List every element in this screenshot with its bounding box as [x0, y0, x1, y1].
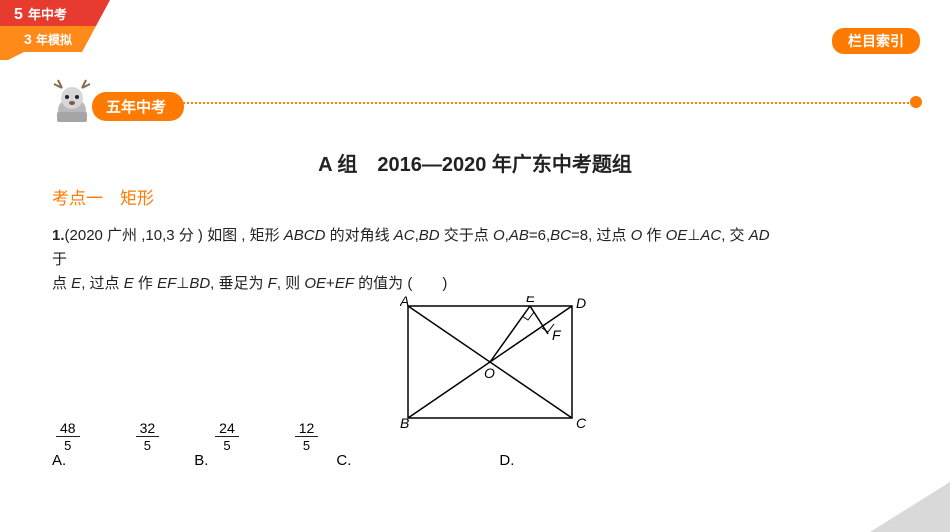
- svg-text:F: F: [552, 327, 562, 343]
- choice-d[interactable]: D.: [499, 452, 514, 469]
- svg-text:A: A: [400, 296, 409, 309]
- svg-text:D: D: [576, 296, 586, 311]
- svg-text:O: O: [484, 365, 495, 381]
- mascot-deer: [48, 78, 96, 131]
- svg-text:C: C: [576, 415, 587, 431]
- series-logo: 5 年中考 3 年模拟: [0, 0, 120, 60]
- logo-line2: 年模拟: [36, 32, 72, 47]
- choice-c-fraction: 245: [215, 420, 239, 453]
- answer-choices: 485 325 245 125: [52, 420, 326, 453]
- dotted-divider-end: [910, 96, 922, 108]
- svg-text:3: 3: [24, 31, 32, 47]
- dotted-divider: [180, 102, 920, 104]
- choice-a[interactable]: A.: [52, 452, 66, 469]
- choice-a-fraction: 485: [56, 420, 80, 453]
- choice-b[interactable]: B.: [194, 452, 208, 469]
- choice-c[interactable]: C.: [336, 452, 351, 469]
- svg-text:E: E: [526, 296, 536, 305]
- svg-text:5: 5: [14, 6, 23, 23]
- nav-index-badge[interactable]: 栏目索引: [832, 28, 920, 54]
- corner-triangle: [870, 482, 950, 532]
- choice-d-fraction: 125: [295, 420, 319, 453]
- topic-heading: 考点一 矩形: [52, 184, 154, 209]
- section-five-year-badge: 五年中考: [92, 92, 184, 121]
- group-title: A 组 2016—2020 年广东中考题组: [0, 148, 950, 177]
- svg-text:B: B: [400, 415, 409, 431]
- logo-line1: 年中考: [28, 7, 67, 22]
- geometry-figure: A D B C O E F: [400, 296, 590, 441]
- choice-b-fraction: 325: [136, 420, 160, 453]
- question-1: 1.(2020 广州 ,10,3 分 ) 如图 , 矩形 ABCD 的对角线 A…: [52, 224, 910, 296]
